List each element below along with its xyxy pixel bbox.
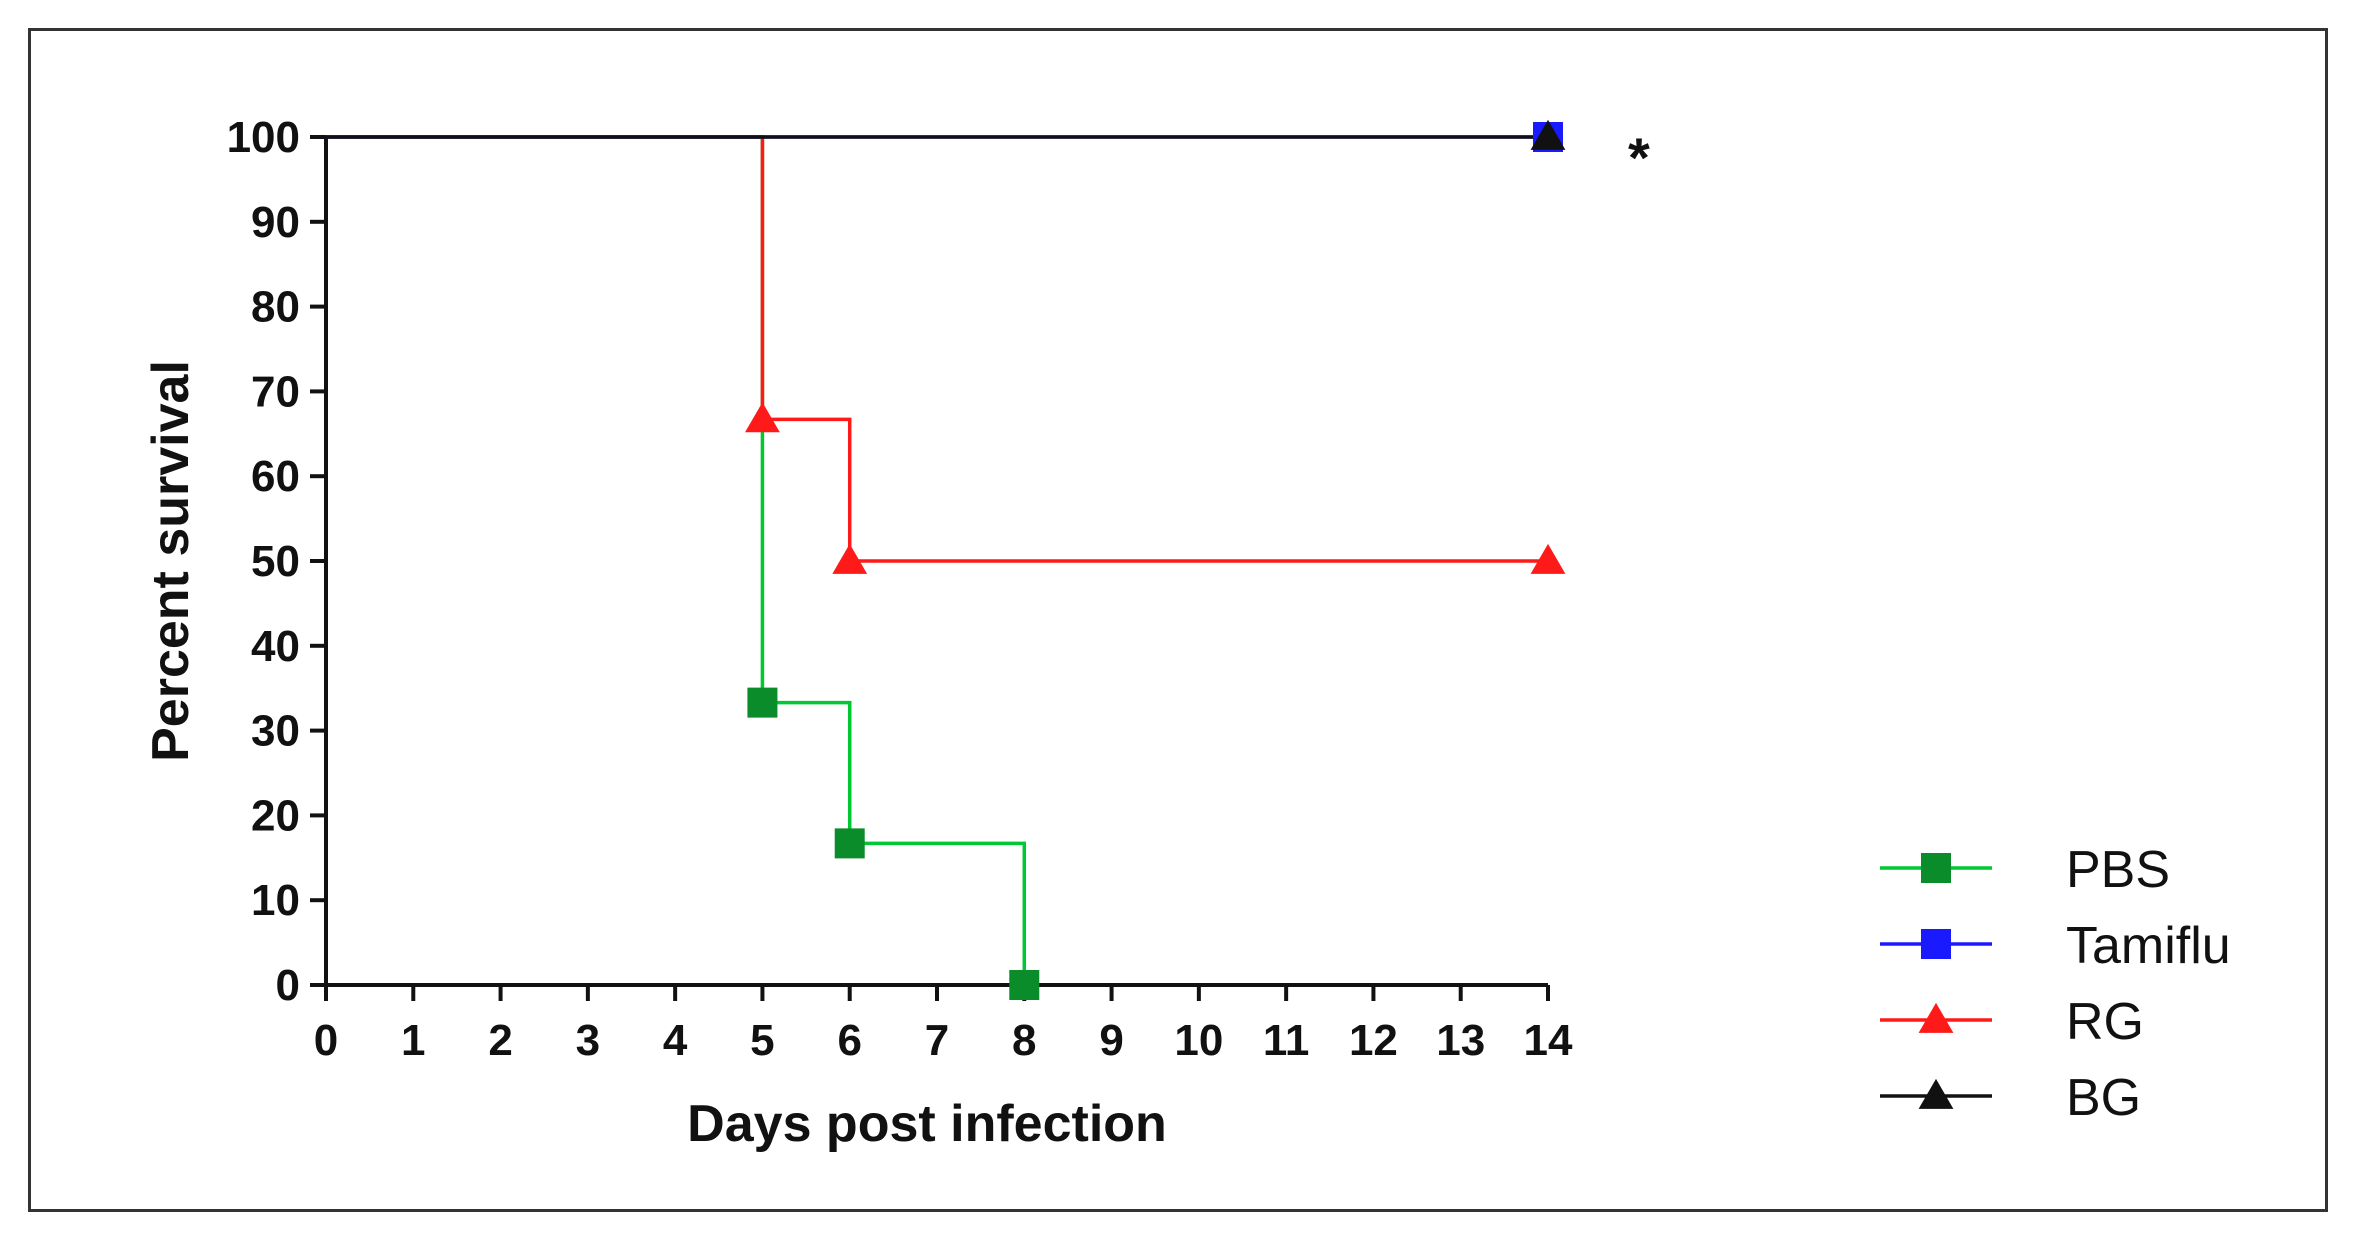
legend-marker (1918, 1078, 1954, 1109)
legend: PBS Tamiflu RG BG (1880, 841, 2231, 1127)
y-tick-label: 0 (276, 961, 300, 1010)
point-rg (745, 402, 780, 433)
y-axis-title: Percent survival (142, 360, 200, 762)
y-tick-label: 40 (251, 622, 300, 671)
x-tick-label: 3 (576, 1016, 600, 1065)
x-tick-label: 2 (488, 1016, 512, 1065)
x-tick-label: 1 (401, 1016, 425, 1065)
series-line-rg (326, 135, 1548, 563)
point-rg (832, 543, 868, 574)
x-tick-label: 8 (1012, 1016, 1036, 1065)
y-tick-label: 70 (251, 367, 300, 416)
x-tick-label: 9 (1099, 1016, 1123, 1065)
x-tick-label: 11 (1263, 1016, 1310, 1065)
legend-item-pbs: PBS (1880, 841, 2170, 899)
x-tick-label: 4 (663, 1016, 688, 1065)
legend-label: PBS (2066, 841, 2170, 899)
x-tick-label: 13 (1436, 1016, 1485, 1065)
point-rg (1530, 543, 1566, 574)
y-tick-label: 50 (251, 537, 300, 586)
y-tick-label: 100 (227, 113, 300, 162)
figure-frame (28, 28, 2328, 1212)
x-tick-label: 6 (837, 1016, 861, 1065)
axes: 0 1 2 3 4 5 6 7 8 9 10 11 12 13 1401020304050607080901… (227, 113, 1573, 1065)
significance-annotation: * (1628, 126, 1650, 189)
x-tick-label: 14 (1524, 1016, 1573, 1065)
x-tick-label: 12 (1349, 1016, 1398, 1065)
legend-marker (1918, 1002, 1954, 1033)
markers-layer (745, 119, 1566, 1000)
y-tick-label: 90 (251, 198, 300, 247)
x-tick-label: 0 (314, 1016, 338, 1065)
legend-item-rg: RG (1880, 993, 2144, 1051)
y-tick-label: 80 (251, 283, 300, 332)
y-tick-label: 60 (251, 452, 300, 501)
legend-label: BG (2066, 1069, 2141, 1127)
legend-label: Tamiflu (2066, 917, 2231, 975)
legend-label: RG (2066, 993, 2144, 1051)
x-axis-title: Days post infection (687, 1095, 1167, 1153)
x-tick-label: 10 (1174, 1016, 1223, 1065)
series-layer (326, 135, 1548, 985)
point-pbs (834, 828, 865, 859)
legend-marker (1921, 853, 1951, 883)
point-pbs (747, 687, 778, 718)
legend-item-bg: BG (1880, 1069, 2141, 1127)
y-tick-label: 10 (251, 876, 300, 925)
x-tick-label: 5 (750, 1016, 774, 1065)
y-tick-label: 30 (251, 707, 300, 756)
point-pbs (1009, 970, 1040, 1000)
x-tick-label: 7 (925, 1016, 949, 1065)
y-tick-label: 20 (251, 791, 300, 840)
legend-marker (1921, 929, 1951, 959)
legend-item-tamiflu: Tamiflu (1880, 917, 2231, 975)
point-bg (1530, 119, 1566, 150)
